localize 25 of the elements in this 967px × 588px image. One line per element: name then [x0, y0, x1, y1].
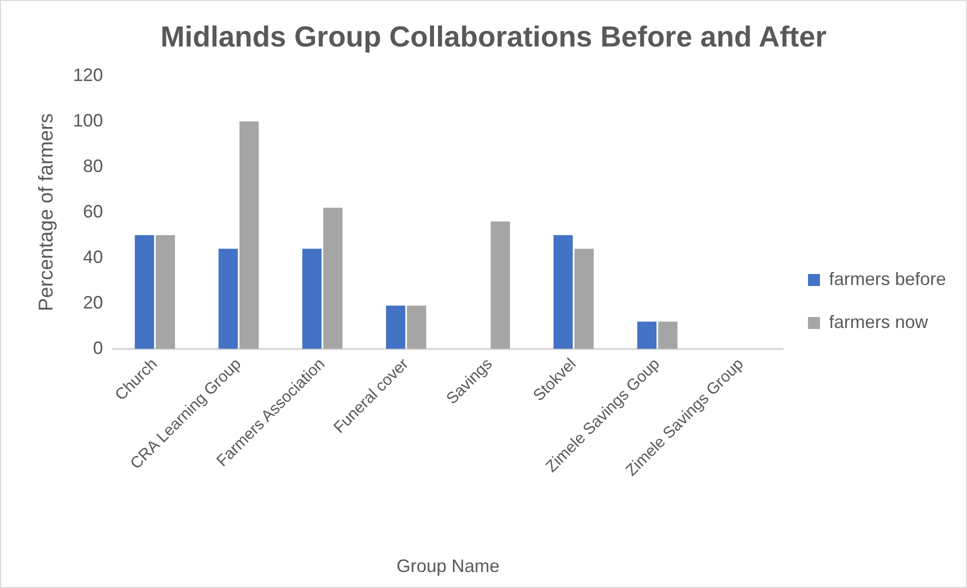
y-tick-label: 100: [72, 110, 104, 130]
bar: [239, 121, 259, 349]
y-tick-label: 120: [72, 64, 104, 85]
bar: [323, 208, 342, 349]
y-axis-title: Percentage of farmers: [36, 113, 58, 312]
bar: [658, 322, 678, 349]
bar: [637, 322, 657, 349]
y-tick-label: 80: [83, 156, 104, 176]
bar: [574, 248, 594, 349]
y-tick-label: 0: [93, 338, 104, 358]
bar: [386, 306, 406, 349]
bar: [218, 248, 238, 349]
legend-label: farmers before: [828, 268, 946, 289]
bar: [302, 248, 322, 349]
legend-label: farmers now: [828, 312, 929, 332]
y-tick-label: 20: [83, 292, 104, 312]
y-tick-label: 40: [83, 246, 104, 267]
chart-title: Midlands Group Collaborations Before and After: [160, 21, 826, 54]
x-axis-title: Group Name: [396, 556, 500, 576]
bar: [406, 306, 426, 349]
bar: [134, 235, 154, 349]
bar: [156, 235, 175, 349]
bar: [490, 221, 510, 349]
y-tick-label: 60: [83, 201, 104, 222]
bar: [554, 235, 573, 349]
